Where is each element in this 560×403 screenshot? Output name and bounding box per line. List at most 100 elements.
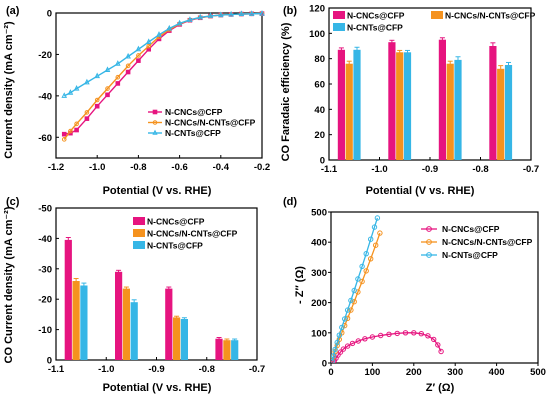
- data-point-n-cncs-n-cnts-cfp: [368, 256, 374, 262]
- data-point-n-cnts-cfp: [374, 215, 381, 221]
- legend-marker: [426, 226, 432, 232]
- x-tick-label: 300: [447, 367, 463, 378]
- data-point-n-cnts-cfp: [187, 16, 193, 22]
- panel-d: 0 100 200 300 400 500 0 100 200 300 400 500 N-CNCs@C…: [311, 208, 546, 379]
- data-point-n-cncs-cfp: [94, 103, 100, 109]
- data-point-n-cnts-cfp: [342, 316, 348, 322]
- data-point-n-cnts-cfp: [94, 72, 101, 79]
- x-tick-label: 500: [530, 367, 546, 378]
- data-point-n-cnts-cfp: [156, 31, 162, 37]
- bar-n-cncs-cfp: [165, 288, 173, 360]
- y-tick-label: -30: [38, 264, 52, 275]
- panel-c: -1.1 -1.0 -0.9 -0.8 -0.7 0 -10 -20 -30 -40 -50 N-CN…: [38, 204, 265, 376]
- bar-n-cncs-n-cnts-cfp: [446, 63, 454, 161]
- panel-label-c: (c): [6, 196, 20, 208]
- y-tick-label: 120: [309, 4, 325, 15]
- y-tick-label: 0: [322, 359, 327, 370]
- data-point-n-cncs-cfp: [438, 348, 444, 355]
- y-tick-label: -20: [38, 295, 52, 306]
- data-point-n-cnts-cfp: [114, 60, 121, 66]
- bar-n-cnts-cfp: [504, 65, 513, 160]
- data-point-n-cncs-n-cnts-cfp: [115, 74, 121, 80]
- data-point-n-cnts-cfp: [176, 19, 183, 26]
- data-point-n-cnts-cfp: [334, 339, 340, 346]
- y-tick-label: 500: [311, 208, 327, 219]
- bar-n-cncs-cfp: [388, 42, 396, 161]
- data-point-n-cncs-cfp: [125, 69, 131, 75]
- data-point-n-cnts-cfp: [207, 12, 214, 18]
- x-tick-label: -1.1: [48, 364, 65, 375]
- data-point-n-cnts-cfp: [368, 236, 374, 242]
- x-tick-label: -0.6: [171, 162, 187, 173]
- data-point-n-cnts-cfp: [145, 38, 152, 44]
- data-point-n-cncs-cfp: [136, 58, 141, 63]
- data-point-n-cnts-cfp: [332, 346, 338, 353]
- data-point-n-cncs-n-cnts-cfp: [359, 278, 365, 285]
- bar-n-cncs-n-cnts-cfp: [396, 52, 404, 160]
- data-point-n-cncs-cfp: [61, 131, 67, 137]
- panel-label-b: (b): [283, 5, 297, 17]
- data-point-n-cnts-cfp: [351, 287, 357, 294]
- data-point-n-cncs-cfp: [344, 343, 351, 349]
- legend-label: N-CNCs@CFP: [347, 11, 405, 21]
- x-tick-label: -0.7: [523, 164, 539, 175]
- series-line-n-cnts-cfp: [331, 217, 379, 362]
- y-tick-label: 40: [314, 105, 325, 116]
- data-point-n-cnts-cfp: [348, 297, 354, 304]
- series-line-n-cncs-n-cnts-cfp: [331, 232, 381, 362]
- data-point-n-cnts-cfp: [104, 66, 111, 72]
- data-point-n-cnts-cfp: [371, 224, 378, 230]
- y-tick-label: 60: [314, 80, 325, 91]
- y-tick-label: -50: [38, 204, 52, 215]
- x-tick-label: -1.1: [321, 164, 338, 175]
- x-tick-label: -0.8: [199, 364, 215, 375]
- legend-label: N-CNCs@CFP: [147, 217, 205, 227]
- y-tick-label: 200: [311, 298, 327, 309]
- xlabel-d: Z′ (Ω): [426, 382, 455, 394]
- x-tick-label: 100: [364, 367, 380, 378]
- y-tick-label: -60: [38, 133, 52, 144]
- data-point-n-cncs-cfp: [362, 336, 368, 342]
- x-tick-label: -0.9: [422, 164, 438, 175]
- data-point-n-cnts-cfp: [238, 10, 245, 17]
- data-point-n-cncs-cfp: [435, 342, 441, 348]
- bar-n-cnts-cfp: [231, 340, 239, 360]
- x-tick-label: -0.2: [254, 162, 270, 173]
- data-point-n-cncs-cfp: [418, 331, 424, 337]
- data-point-n-cncs-n-cnts-cfp: [351, 299, 357, 305]
- x-tick-label: -1.0: [371, 164, 387, 175]
- data-point-n-cncs-cfp: [84, 116, 90, 121]
- legend-marker: [152, 109, 158, 115]
- ylabel-d: - Z″ (Ω): [294, 266, 306, 304]
- series-line-n-cnts-cfp: [63, 12, 263, 97]
- data-point-n-cncs-n-cnts-cfp: [348, 307, 354, 313]
- legend-label: N-CNCs@CFP: [442, 224, 500, 234]
- x-tick-label: -0.7: [249, 364, 265, 375]
- bar-n-cncs-cfp: [337, 49, 345, 160]
- data-point-n-cnts-cfp: [125, 52, 131, 59]
- x-tick-label: -0.8: [472, 164, 488, 175]
- data-point-n-cncs-n-cnts-cfp: [125, 63, 131, 69]
- xlabel-b: Potential (V vs. RHE): [366, 185, 475, 197]
- data-point-n-cncs-n-cnts-cfp: [363, 268, 369, 274]
- y-tick-label: 100: [309, 29, 325, 40]
- panel-label-d: (d): [283, 196, 297, 208]
- data-point-n-cncs-n-cnts-cfp: [136, 53, 141, 58]
- data-point-n-cnts-cfp: [197, 13, 204, 20]
- legend-swatch-n-cnts-cfp: [133, 241, 145, 249]
- y-tick-label: 100: [311, 328, 327, 339]
- y-tick-label: 20: [314, 130, 325, 141]
- data-point-n-cncs-cfp: [349, 340, 356, 347]
- bar-n-cncs-cfp: [115, 271, 123, 360]
- legend-swatch-n-cncs-n-cnts-cfp: [133, 229, 145, 237]
- legend-marker: [426, 252, 432, 258]
- x-tick-label: -0.8: [130, 162, 146, 173]
- legend-label: N-CNTs@CFP: [442, 250, 498, 260]
- data-point-n-cncs-n-cnts-cfp: [94, 97, 100, 103]
- data-point-n-cncs-cfp: [378, 332, 384, 339]
- data-point-n-cnts-cfp: [135, 45, 142, 52]
- bar-n-cncs-cfp: [438, 39, 446, 161]
- bar-n-cncs-n-cnts-cfp: [173, 317, 181, 360]
- plot-frame: [330, 211, 539, 364]
